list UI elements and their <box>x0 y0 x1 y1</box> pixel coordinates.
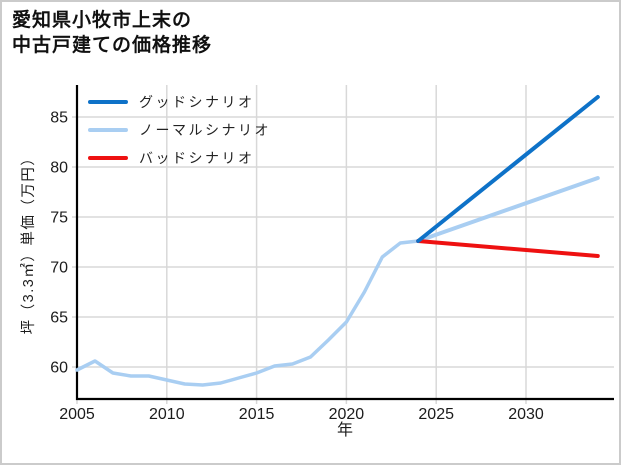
legend-swatch-normal <box>88 128 128 132</box>
x-axis-label: 年 <box>337 421 353 439</box>
grid-layer <box>76 85 614 399</box>
axis-spines <box>75 85 614 401</box>
scenario-line-bad <box>416 239 600 258</box>
legend-label-bad: バッドシナリオ <box>139 150 255 166</box>
x-tick-label: 2015 <box>239 406 275 423</box>
y-tick-label: 60 <box>50 360 68 377</box>
legend-item-normal: ノーマルシナリオ <box>88 120 271 140</box>
y-tick-label: 75 <box>50 210 68 227</box>
legend-swatch-good <box>88 100 128 104</box>
chart-title-line1: 愛知県小牧市上末の <box>12 10 193 31</box>
scenario-line-good <box>416 95 600 243</box>
x-tick-label: 2010 <box>149 406 185 423</box>
scenario-line-normal <box>416 176 600 243</box>
tick-label-layer: 2005 2010 2015 2020 2025 2030 60 65 70 75 80 85 <box>50 110 544 424</box>
y-axis-label: 坪（3.3㎡）単価（万円） <box>20 150 37 335</box>
legend-swatch-bad <box>88 156 128 160</box>
legend-label-good: グッドシナリオ <box>139 94 255 110</box>
y-tick-label: 80 <box>50 160 68 177</box>
legend-label-normal: ノーマルシナリオ <box>139 122 271 138</box>
y-tick-label: 85 <box>50 110 68 127</box>
legend-item-good: グッドシナリオ <box>88 92 271 112</box>
x-tick-label: 2020 <box>329 406 365 423</box>
history-line <box>75 239 420 387</box>
x-tick-label: 2030 <box>508 406 544 423</box>
chart-title-line2: 中古戸建ての価格推移 <box>12 35 213 56</box>
y-tick-label: 65 <box>50 310 68 327</box>
line-layer <box>75 95 600 387</box>
legend-item-bad: バッドシナリオ <box>88 148 271 168</box>
y-tick-label: 70 <box>50 260 68 277</box>
x-tick-label: 2025 <box>418 406 454 423</box>
chart-legend: グッドシナリオ ノーマルシナリオ バッドシナリオ <box>88 92 271 168</box>
x-tick-label: 2005 <box>59 406 95 423</box>
chart-title: 愛知県小牧市上末の 中古戸建ての価格推移 <box>12 8 212 58</box>
